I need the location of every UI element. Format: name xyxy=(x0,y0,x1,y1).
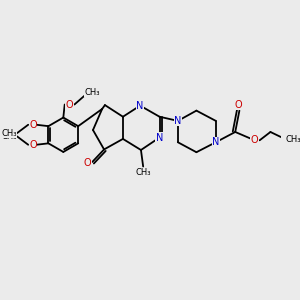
Text: O: O xyxy=(29,120,37,130)
Text: O: O xyxy=(251,135,259,145)
Text: O: O xyxy=(66,100,74,110)
Text: CH₃: CH₃ xyxy=(85,88,100,97)
Text: CH₃: CH₃ xyxy=(2,129,17,138)
Text: O: O xyxy=(234,100,242,110)
Text: N: N xyxy=(174,116,182,126)
Text: N: N xyxy=(156,133,163,142)
Text: CH₃: CH₃ xyxy=(286,135,300,144)
Text: N: N xyxy=(212,137,220,147)
Text: O: O xyxy=(83,158,91,168)
Text: CH₃: CH₃ xyxy=(2,132,17,141)
Text: N: N xyxy=(136,100,144,111)
Text: CH₃: CH₃ xyxy=(135,168,151,177)
Text: O: O xyxy=(29,140,37,150)
